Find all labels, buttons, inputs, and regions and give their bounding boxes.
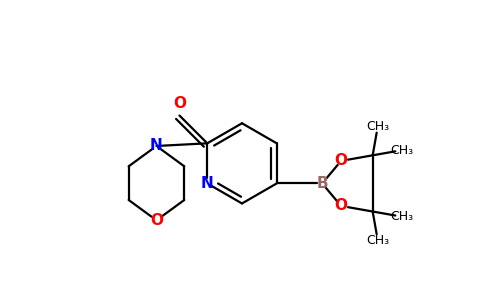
Text: CH₃: CH₃ <box>390 144 413 157</box>
Text: N: N <box>201 176 213 191</box>
Text: CH₃: CH₃ <box>366 120 389 133</box>
Text: O: O <box>334 153 348 168</box>
Text: CH₃: CH₃ <box>366 234 389 247</box>
Text: N: N <box>150 139 163 154</box>
Text: O: O <box>173 96 186 111</box>
Text: O: O <box>150 213 163 228</box>
Text: B: B <box>317 176 328 191</box>
Text: O: O <box>334 198 348 213</box>
Text: CH₃: CH₃ <box>390 210 413 223</box>
